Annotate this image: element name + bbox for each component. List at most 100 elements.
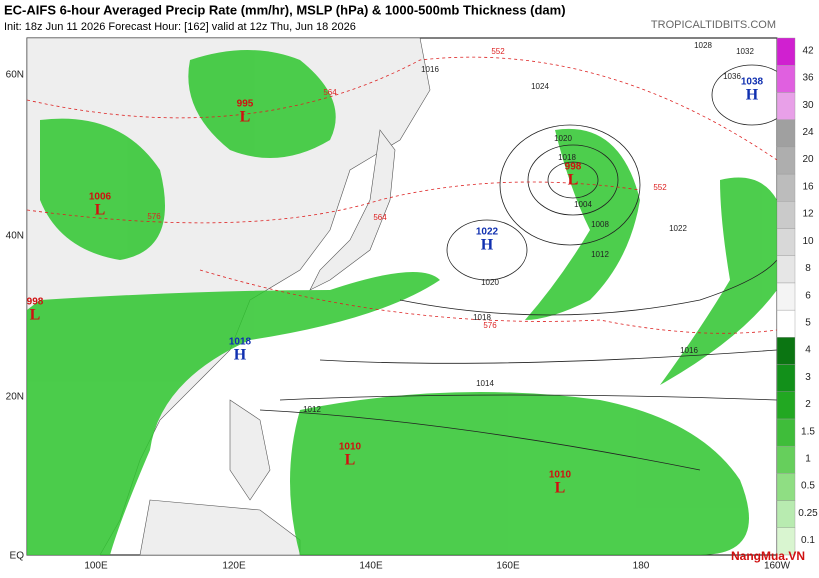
- center-letter: H: [746, 87, 759, 104]
- center-letter: L: [30, 307, 41, 324]
- latitude-label: 40N: [6, 231, 24, 242]
- colorbar-swatch: [776, 37, 796, 66]
- colorbar-swatch: [776, 391, 796, 420]
- colorbar-label: 24: [802, 127, 814, 138]
- colorbar-swatch: [776, 173, 796, 202]
- center-letter: L: [240, 109, 251, 126]
- center-letter: L: [555, 480, 566, 497]
- thickness-label: 564: [373, 213, 387, 222]
- colorbar-swatch: [776, 473, 796, 501]
- center-pressure: 1006: [89, 192, 112, 203]
- brand: TROPICALTIDBITS.COM: [651, 19, 776, 31]
- colorbar-swatch: [776, 228, 796, 256]
- center-pressure: 998: [27, 297, 44, 308]
- colorbar-label: 1.5: [801, 426, 815, 437]
- center-pressure: 1018: [229, 337, 252, 348]
- isobar: [499, 124, 641, 246]
- colorbar-swatch: [776, 255, 796, 284]
- isobar-label: 1020: [481, 278, 499, 287]
- colorbar-label: 4: [805, 345, 811, 356]
- center-pressure: 998: [565, 162, 582, 173]
- thickness-line: [26, 181, 641, 224]
- colorbar-label: 30: [802, 100, 814, 111]
- longitude-label: 180: [633, 561, 650, 572]
- longitude-label: 160E: [496, 561, 520, 572]
- isobar-label: 1020: [554, 134, 572, 143]
- precip-east: [660, 177, 777, 385]
- colorbar-swatch: [776, 119, 796, 148]
- colorbar-swatch: [776, 92, 796, 120]
- land-japan: [309, 129, 396, 291]
- center-pressure: 1022: [476, 227, 499, 238]
- precip: [27, 50, 777, 555]
- precip-north: [188, 50, 336, 158]
- thickness-label: 552: [491, 47, 505, 56]
- colorbar-swatch: [776, 282, 796, 311]
- labels: 60N 40N 20N EQ 100E 120E 140E 160E 180 160W 0.1 0.2…: [6, 37, 818, 572]
- thickness-label: 564: [323, 88, 337, 97]
- colorbar-swatch: [776, 500, 796, 528]
- latitude-label: 60N: [6, 70, 24, 81]
- thickness-line: [199, 269, 778, 334]
- colorbar-label: 5: [805, 317, 811, 328]
- isobar-label: 1012: [303, 405, 321, 414]
- watermark: NangMua.VN: [731, 549, 805, 563]
- map-area: [26, 37, 793, 556]
- center-letter: L: [95, 202, 106, 219]
- subtitle: Init: 18z Jun 11 2026 Forecast Hour: [16…: [4, 21, 356, 33]
- isobars: [259, 64, 793, 471]
- colorbar-swatch: [776, 201, 796, 229]
- isobar-label: 1018: [473, 313, 491, 322]
- longitude-label: 120E: [222, 561, 246, 572]
- isobar-label: 1014: [476, 379, 494, 388]
- precip-low: [525, 128, 640, 320]
- isobar-label: 1024: [531, 82, 549, 91]
- precip-asia: [27, 272, 440, 555]
- colorbar-swatch: [776, 418, 796, 447]
- isobar: [259, 409, 701, 471]
- isobar-label: 1016: [680, 346, 698, 355]
- isobar-label: 1028: [694, 41, 712, 50]
- colorbar-label: 0.5: [801, 481, 815, 492]
- isobar-label: 1008: [591, 220, 609, 229]
- title: EC-AIFS 6-hour Averaged Precip Rate (mm/…: [4, 2, 566, 17]
- isobar: [399, 259, 778, 316]
- colorbar-swatch: [776, 146, 796, 175]
- thickness-label: 576: [483, 321, 497, 330]
- precip-itcz: [290, 392, 749, 555]
- thickness-label: 552: [653, 183, 667, 192]
- center-letter: L: [568, 172, 579, 189]
- colorbar-label: 1: [805, 454, 811, 465]
- isobar-label: 1018: [558, 153, 576, 162]
- colorbar-label: 3: [805, 372, 811, 383]
- colorbar-label: 12: [802, 209, 814, 220]
- center-pressure: 995: [237, 99, 254, 110]
- center-pressure: 1010: [339, 442, 362, 453]
- center-pressure: 1038: [741, 77, 764, 88]
- thickness: [26, 56, 778, 334]
- center-pressure: 1010: [549, 470, 572, 481]
- isobar-label: 1022: [669, 224, 687, 233]
- colorbar-label: 8: [805, 263, 811, 274]
- colorbar-label: 0.1: [801, 535, 815, 546]
- colorbar-swatch: [776, 309, 796, 338]
- land-philippines: [229, 399, 271, 501]
- colorbar-label: 36: [802, 73, 814, 84]
- longitude-label: 140E: [359, 561, 383, 572]
- colorbar-label: 10: [802, 236, 814, 247]
- longitude-label: 100E: [84, 561, 108, 572]
- center-letter: L: [345, 452, 356, 469]
- isobar: [446, 219, 528, 281]
- colorbar-label: 2: [805, 399, 811, 410]
- precip-china: [40, 118, 165, 260]
- longitude-label: 160W: [764, 561, 791, 572]
- isobar: [527, 144, 619, 216]
- latitude-label: 20N: [6, 392, 24, 403]
- colorbar-label: 20: [802, 154, 814, 165]
- colorbar-swatch: [776, 445, 796, 474]
- colorbar-label: 6: [805, 290, 811, 301]
- isobar-label: 1012: [591, 250, 609, 259]
- colorbar-label: 16: [802, 181, 814, 192]
- isobar-label: 1036: [723, 72, 741, 81]
